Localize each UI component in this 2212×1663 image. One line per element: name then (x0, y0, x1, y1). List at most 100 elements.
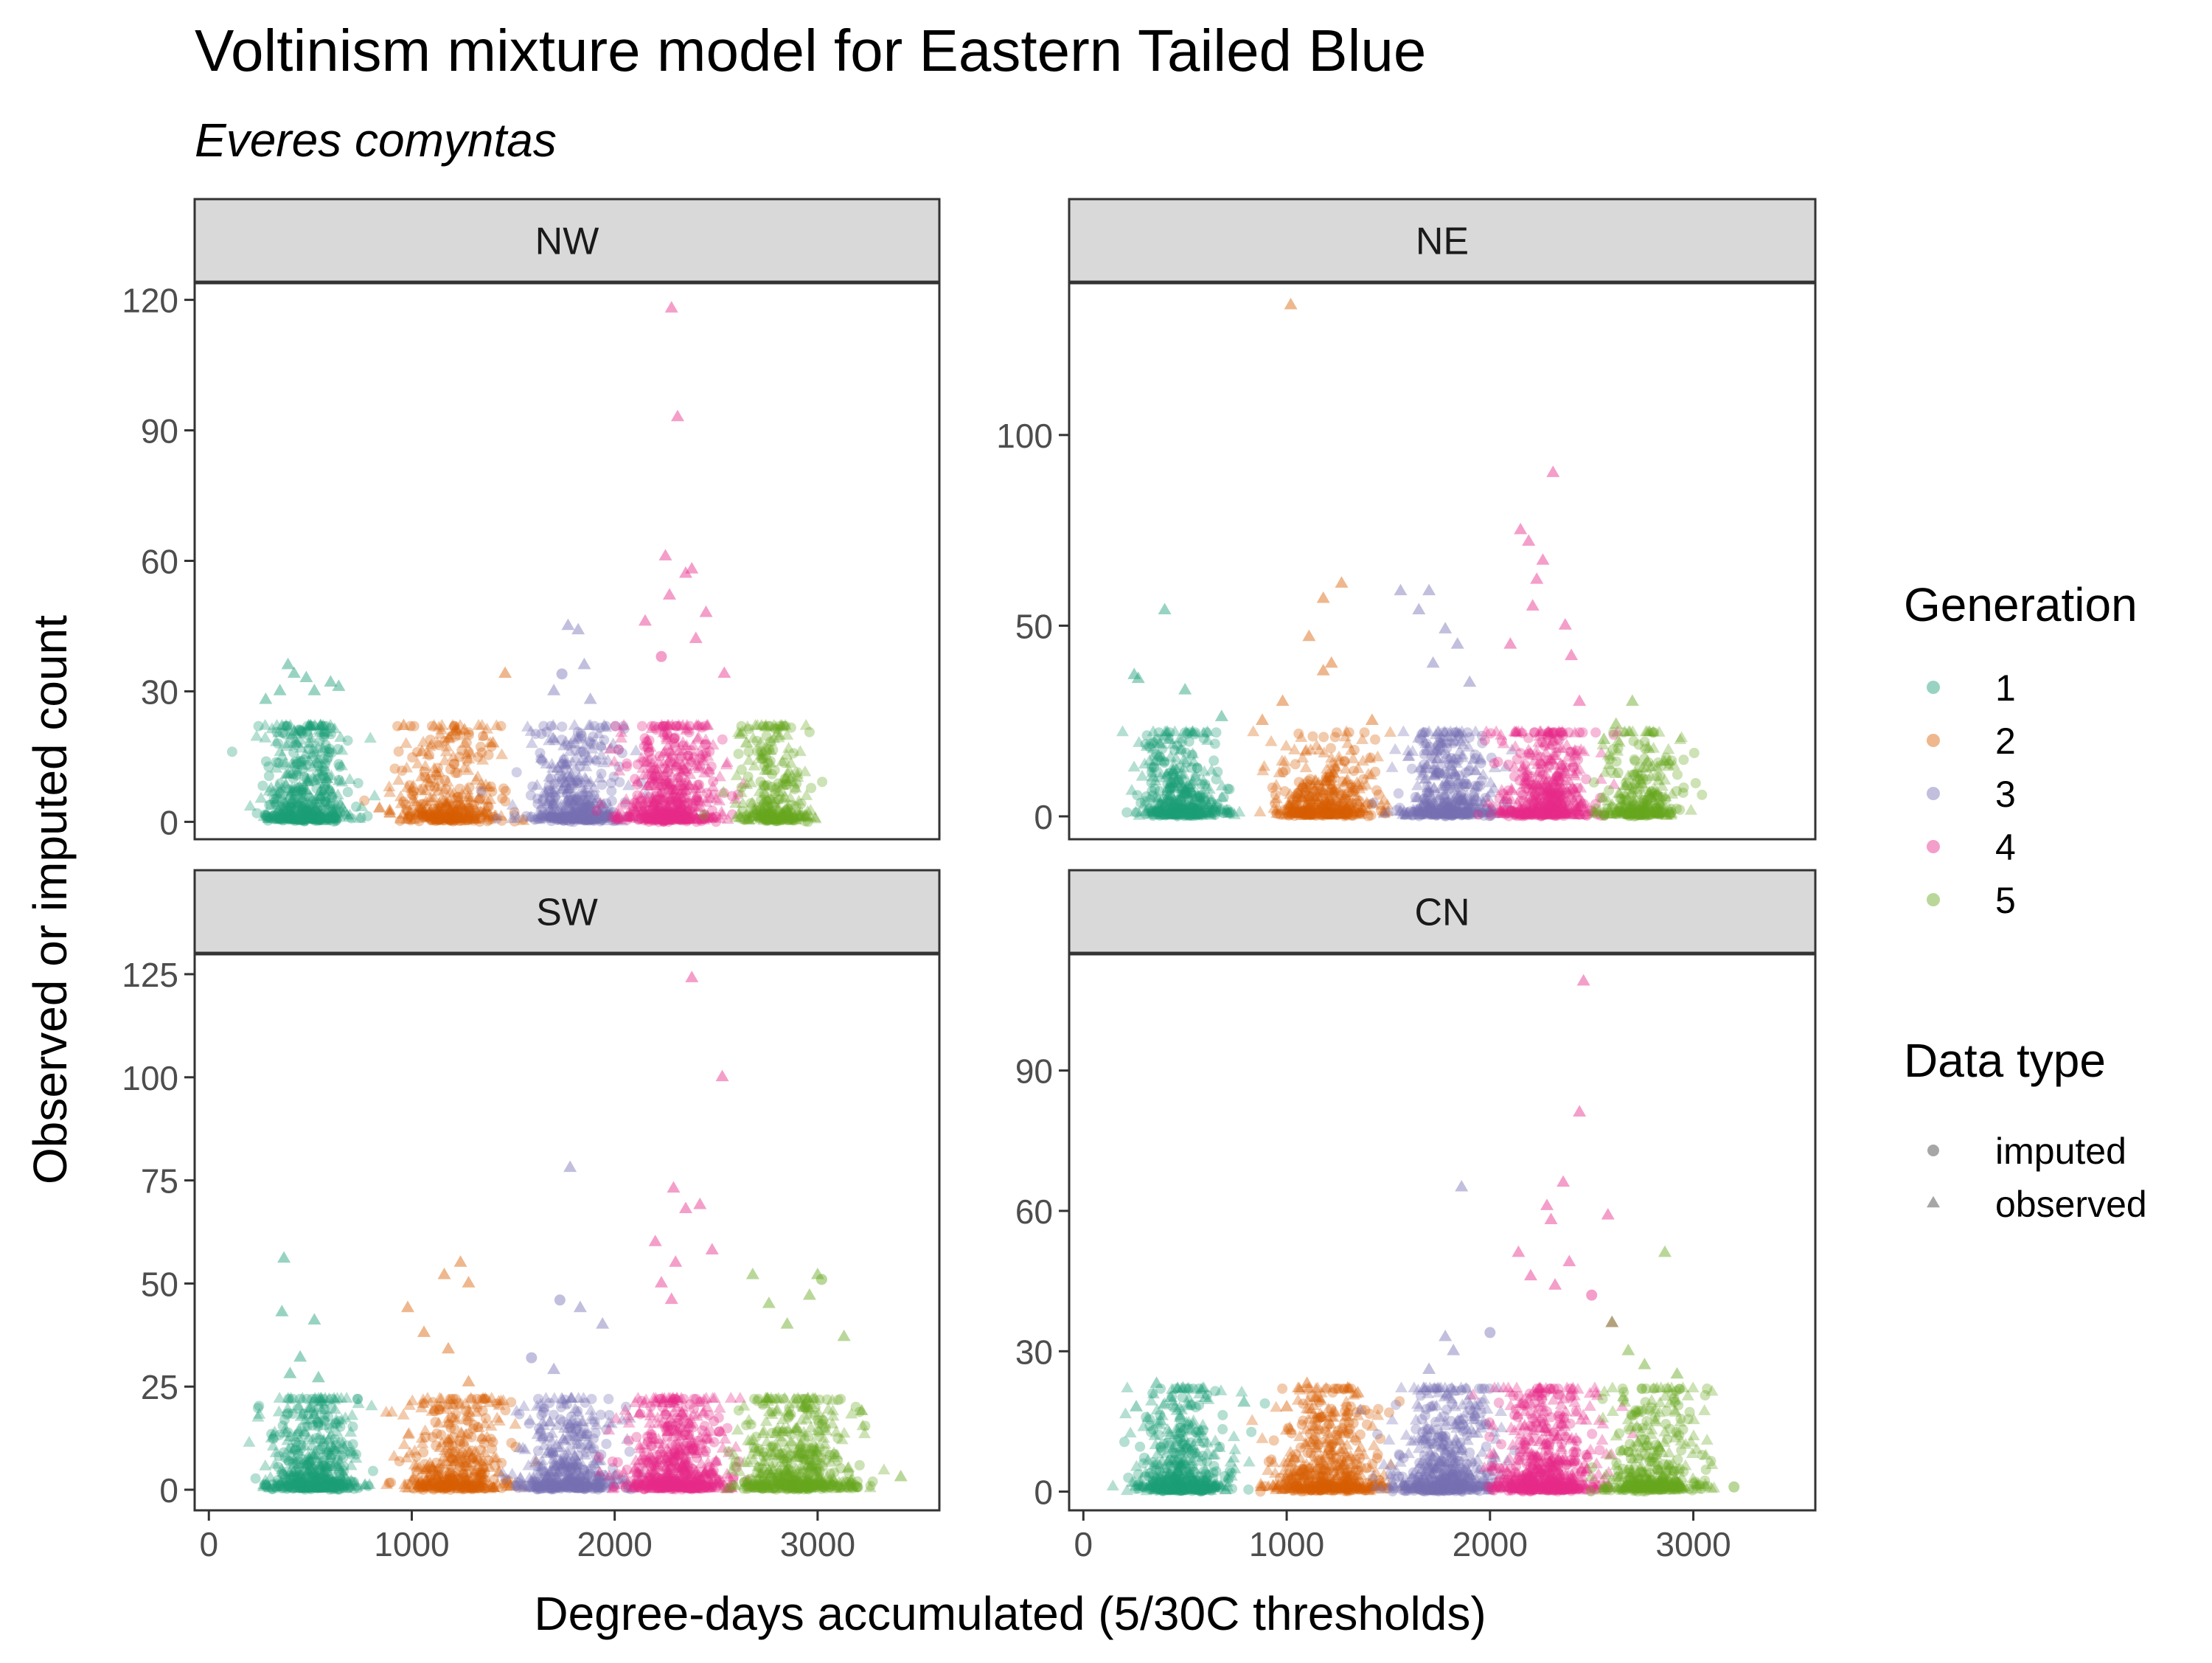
y-tick-label: 0 (1034, 798, 1053, 836)
cluster-point-imputed (1611, 757, 1621, 767)
cluster-point-imputed (304, 805, 314, 816)
cluster-point-imputed (359, 796, 369, 806)
cluster-point-imputed (678, 740, 688, 751)
cluster-point-imputed (343, 787, 353, 797)
cluster-point-imputed (1631, 810, 1641, 821)
cluster-point-imputed (1611, 807, 1621, 817)
cluster-point-imputed (1473, 810, 1484, 820)
cluster-point-imputed (622, 811, 632, 822)
cluster-point-imputed (622, 758, 632, 768)
cluster-point-imputed (1441, 754, 1452, 764)
facet-strip-label: SW (536, 892, 598, 934)
cluster-point-imputed (333, 744, 343, 754)
cluster-point-imputed (567, 813, 577, 824)
cluster-point-imputed (649, 801, 659, 811)
cluster-point-imputed (1371, 785, 1382, 796)
cluster-point-imputed (698, 810, 709, 820)
cluster-point-imputed (1394, 788, 1404, 799)
cluster-point-imputed (659, 786, 669, 796)
cluster-point-imputed (476, 786, 487, 796)
cluster-point-imputed (509, 810, 520, 820)
y-tick-label: 50 (1015, 607, 1053, 645)
cluster-point-imputed (596, 741, 606, 751)
cluster-point-imputed (538, 721, 549, 732)
cluster-point-imputed (1370, 735, 1380, 745)
cluster-point-imputed (1468, 798, 1478, 808)
cluster-point-imputed (1640, 743, 1650, 754)
cluster-point-imputed (597, 768, 607, 779)
cluster-point-imputed (734, 749, 744, 759)
cluster-point-imputed (465, 782, 475, 793)
facet-strip-label: NW (535, 221, 599, 263)
cluster-point-imputed (334, 1416, 344, 1426)
chart-subtitle: Everes comyntas (195, 114, 557, 167)
cluster-point-imputed (538, 803, 548, 813)
cluster-point-imputed (1656, 760, 1666, 771)
cluster-point-imputed (454, 751, 465, 762)
data-point-imputed (1666, 807, 1677, 818)
cluster-point-imputed (321, 740, 331, 750)
cluster-point-imputed (1509, 771, 1520, 782)
cluster-point-imputed (1135, 798, 1146, 808)
cluster-point-imputed (451, 768, 461, 778)
cluster-point-imputed (632, 790, 642, 800)
cluster-point-imputed (1368, 798, 1379, 808)
cluster-point-imputed (1223, 808, 1234, 818)
cluster-point-imputed (606, 778, 616, 788)
cluster-point-imputed (762, 765, 772, 775)
cluster-point-imputed (650, 771, 660, 782)
cluster-point-imputed (1422, 746, 1432, 756)
cluster-point-imputed (1210, 739, 1220, 749)
cluster-point-imputed (1222, 784, 1233, 794)
y-tick-label: 30 (141, 673, 178, 711)
cluster-point-imputed (526, 790, 536, 800)
cluster-point-imputed (817, 777, 827, 787)
cluster-point-imputed (1454, 729, 1464, 739)
cluster-point-imputed (790, 784, 800, 794)
cluster-point-imputed (1464, 732, 1475, 743)
cluster-point-imputed (743, 771, 754, 782)
cluster-point-imputed (512, 767, 522, 777)
cluster-point-imputed (498, 783, 509, 794)
cluster-point-imputed (1606, 765, 1616, 776)
cluster-point-imputed (1145, 803, 1155, 813)
cluster-point-imputed (254, 721, 264, 732)
cluster-point-imputed (687, 807, 698, 817)
cluster-point-imputed (806, 783, 816, 794)
cluster-point-imputed (559, 754, 569, 765)
cluster-point-imputed (425, 735, 436, 745)
cluster-point-imputed (640, 733, 650, 743)
cluster-point-imputed (671, 721, 681, 732)
cluster-point-imputed (1621, 777, 1631, 788)
cluster-point-imputed (1550, 727, 1560, 737)
cluster-point-imputed (1632, 768, 1643, 779)
cluster-point-imputed (1630, 754, 1640, 765)
y-tick-label: 0 (159, 803, 178, 841)
cluster-point-imputed (1164, 768, 1175, 778)
cluster-point-imputed (535, 813, 546, 824)
cluster-point-imputed (283, 784, 293, 794)
cluster-point-imputed (330, 1434, 340, 1445)
cluster-point-imputed (227, 746, 237, 757)
cluster-point-imputed (1589, 777, 1599, 788)
cluster-point-imputed (1296, 795, 1307, 805)
cluster-point-imputed (313, 1421, 323, 1431)
y-tick-label: 120 (122, 282, 178, 320)
cluster-point-imputed (308, 751, 319, 762)
cluster-point-imputed (1312, 791, 1323, 802)
cluster-point-imputed (1434, 768, 1444, 779)
cluster-point-imputed (717, 735, 728, 745)
cluster-point-imputed (342, 1440, 352, 1451)
y-tick-label: 100 (996, 417, 1053, 455)
cluster-point-imputed (352, 1394, 363, 1404)
facet-strip-label: NE (1416, 221, 1469, 263)
cluster-point-imputed (492, 813, 502, 824)
cluster-point-imputed (1591, 803, 1601, 813)
cluster-point-imputed (535, 748, 546, 758)
cluster-point-imputed (681, 793, 692, 803)
cluster-point-imputed (316, 792, 327, 802)
cluster-point-imputed (1520, 760, 1530, 770)
cluster-point-imputed (326, 1394, 336, 1404)
cluster-point-imputed (1326, 743, 1336, 754)
